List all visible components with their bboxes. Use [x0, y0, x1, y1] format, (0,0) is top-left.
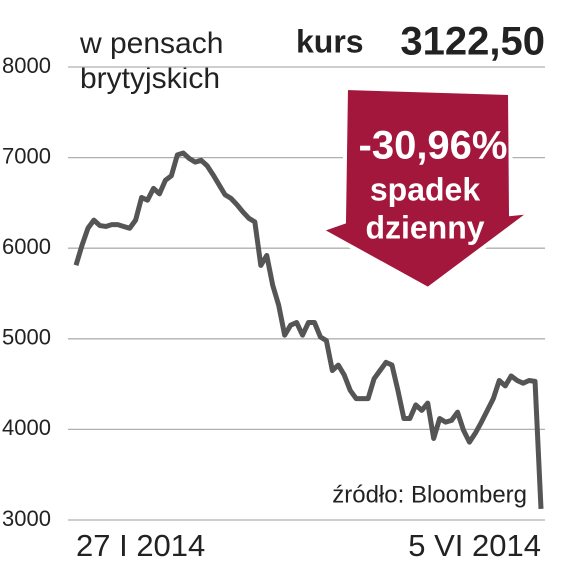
y-tick-label: 5000 [2, 325, 51, 350]
price: 3122,50 [400, 20, 545, 64]
change-value: -30,96% [359, 124, 508, 168]
y-tick-label: 4000 [2, 415, 51, 440]
source: źródło: Bloomberg [332, 481, 527, 508]
price-line [73, 150, 544, 510]
x-tick-label: 5 VI 2014 [408, 528, 541, 563]
price-label: kurs [296, 23, 364, 59]
y-tick-label: 3000 [2, 506, 51, 531]
x-tick-label: 27 I 2014 [76, 528, 205, 563]
change-arrow [316, 85, 538, 292]
y-tick-label: 7000 [2, 143, 51, 168]
y-tick-label: 8000 [2, 53, 51, 78]
unit-label: w pensach [79, 27, 223, 60]
change-text: dzienny [365, 209, 484, 245]
y-tick-label: 6000 [2, 234, 51, 259]
change-text: spadek [370, 171, 480, 207]
